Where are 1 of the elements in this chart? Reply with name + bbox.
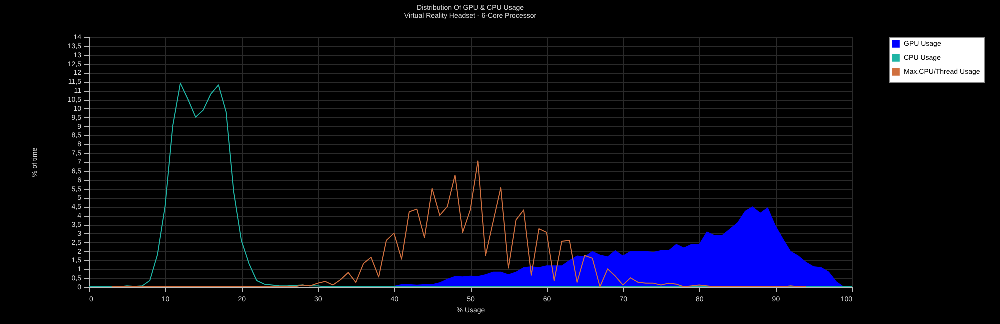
line-series — [111, 160, 807, 288]
